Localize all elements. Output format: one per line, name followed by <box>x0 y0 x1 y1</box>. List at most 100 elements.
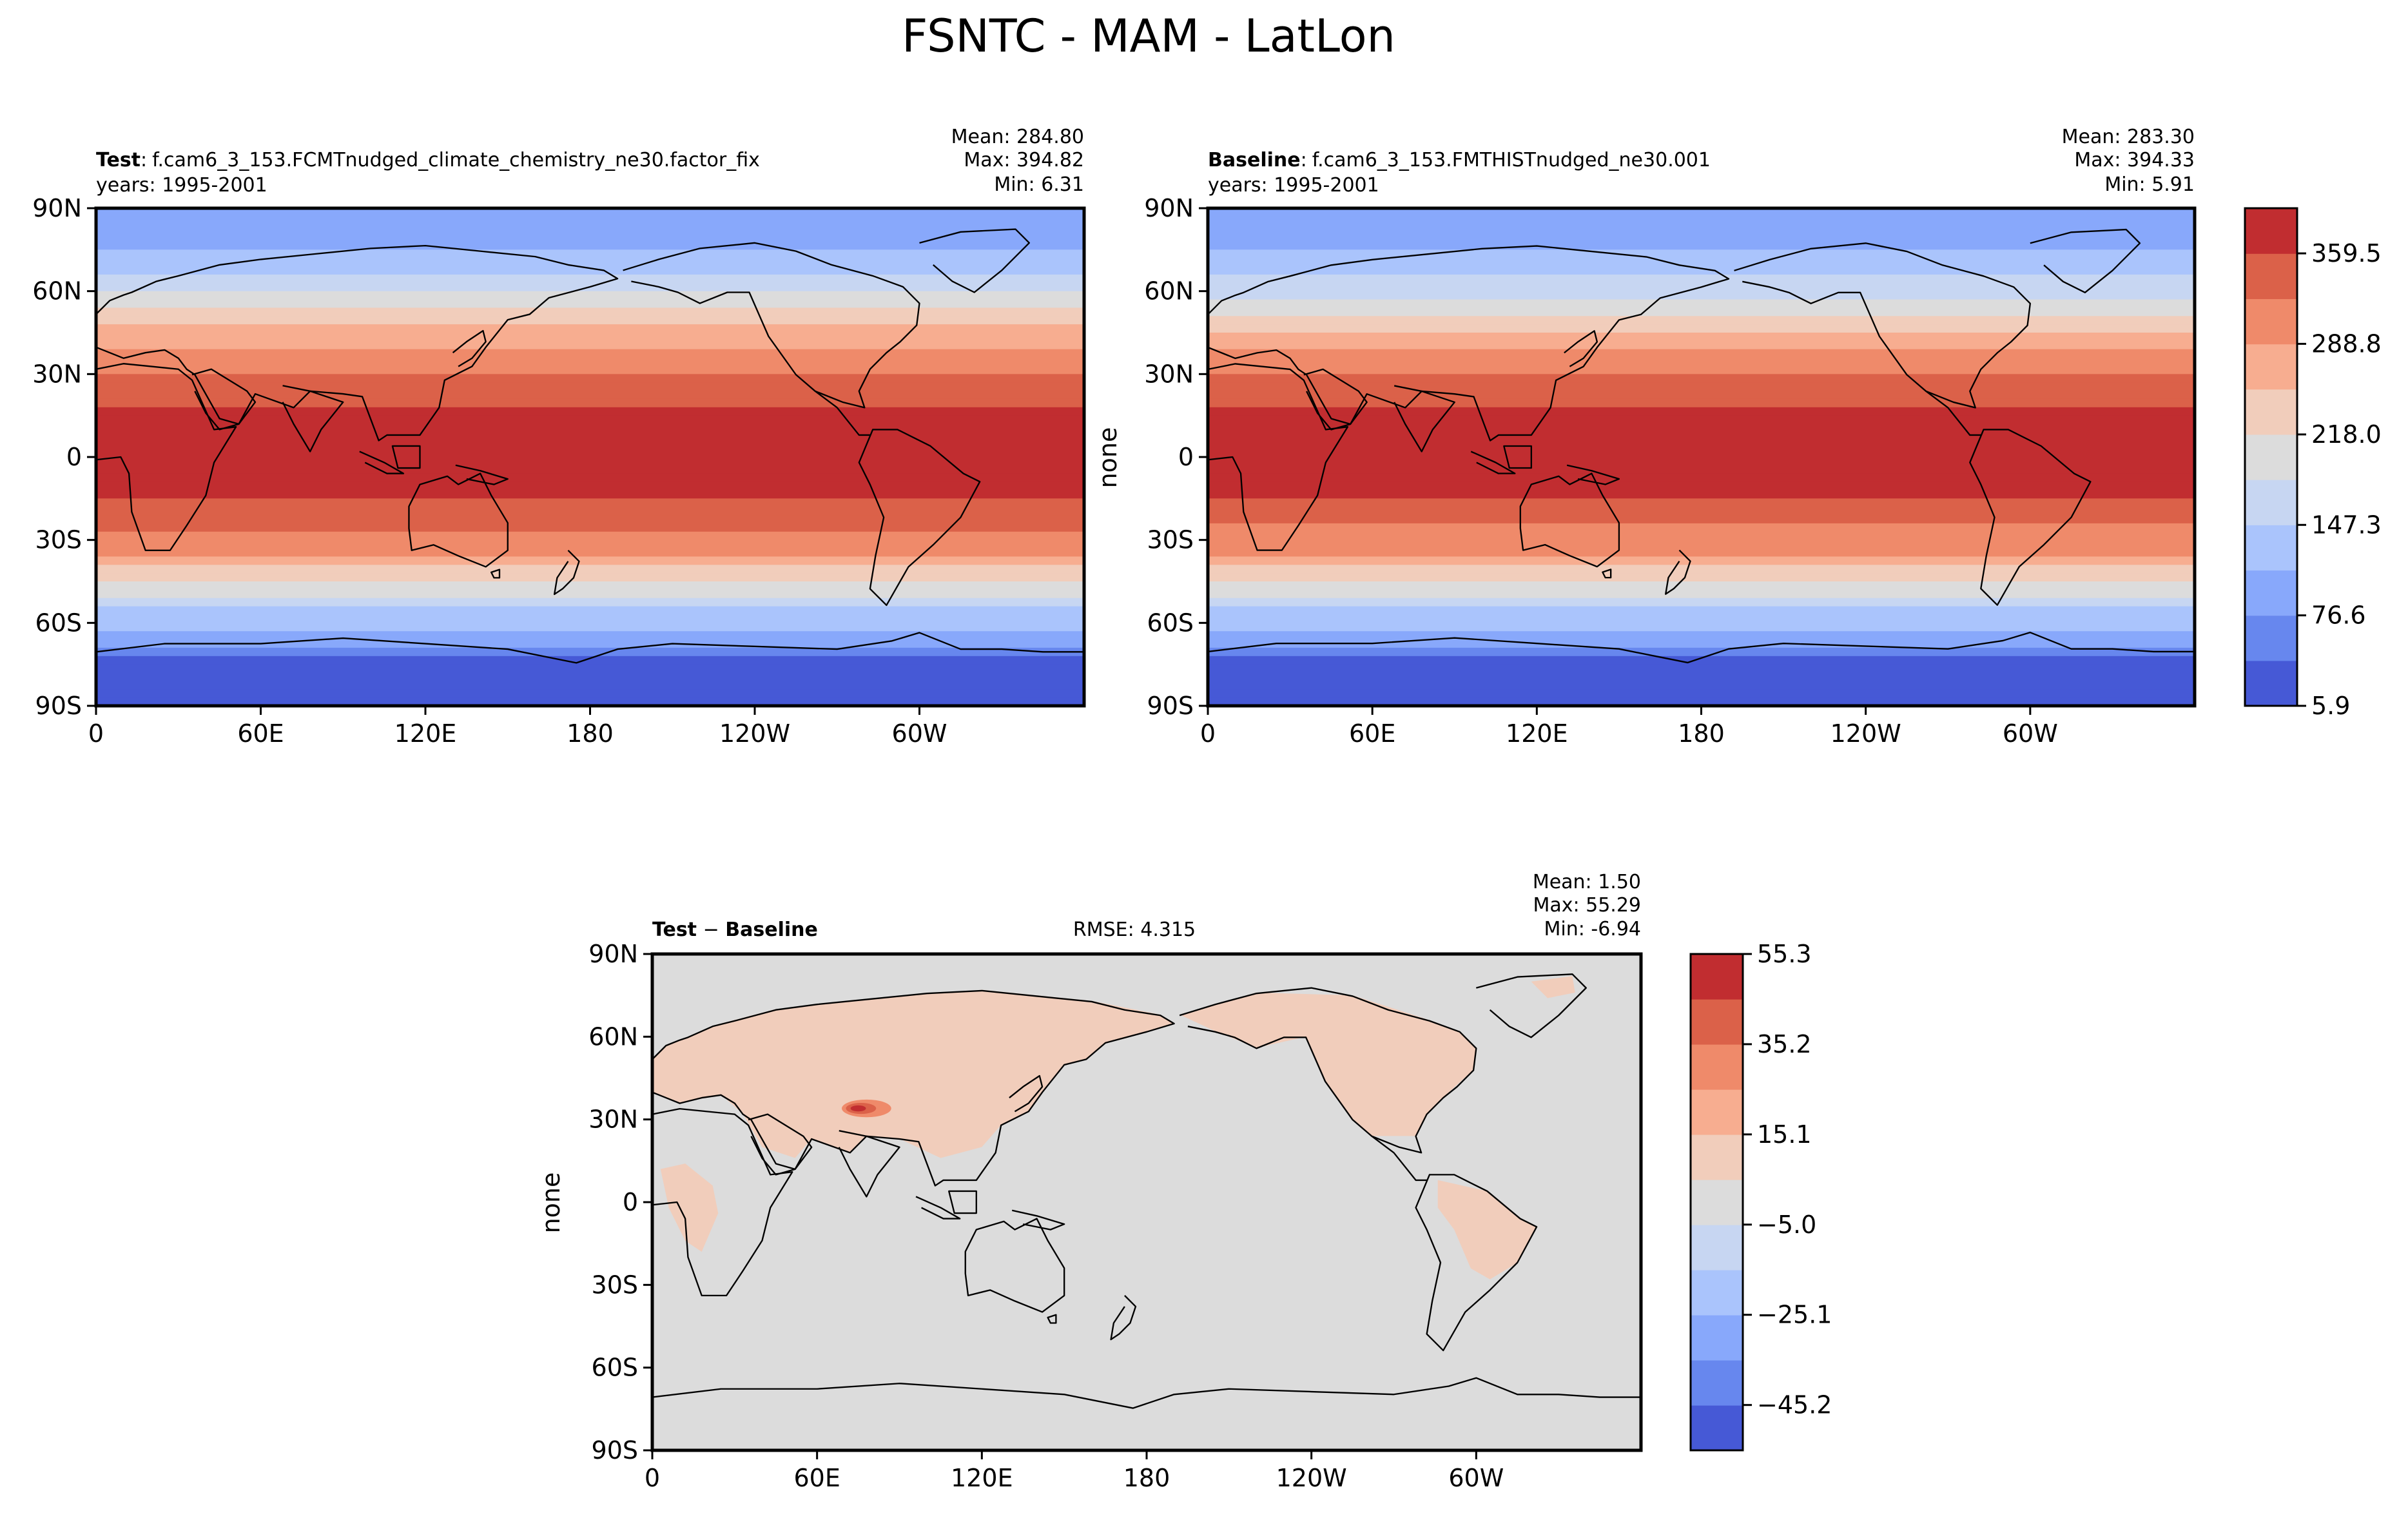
diff-colorbar-ticks: 55.3 35.2 15.1 −5.0 −25.1 −45.2 <box>1743 940 1832 1419</box>
baseline-band <box>1208 681 2195 690</box>
main-colorbar-band <box>2245 525 2297 571</box>
baseline-band <box>1208 465 2195 474</box>
test-lat-tick-label: 60S <box>35 608 82 637</box>
main-colorbar: 359.5 288.8 218.0 147.3 76.6 5.9 <box>2244 207 2382 720</box>
diff-colorbar-bands <box>1691 954 1743 1451</box>
test-lat-tick-label: 90S <box>35 692 82 720</box>
main-colorbar-tick-label: 218.0 <box>2311 420 2382 449</box>
main-colorbar-band <box>2245 208 2297 254</box>
test-lat-tick-label: 30N <box>32 360 82 388</box>
diff-ylabel: none <box>537 1173 565 1234</box>
baseline-band <box>1208 432 2195 442</box>
baseline-band <box>1208 208 2195 217</box>
diff-max: Max: 55.29 <box>1533 894 1641 917</box>
main-colorbar-band <box>2245 344 2297 390</box>
test-band <box>96 316 1084 325</box>
baseline-band <box>1208 523 2195 532</box>
test-band <box>96 398 1084 408</box>
diff-colorbar-tick-label: −25.1 <box>1757 1301 1832 1329</box>
baseline-band <box>1208 233 2195 242</box>
diff-colorbar-tick-label: −5.0 <box>1757 1211 1816 1239</box>
test-band <box>96 473 1084 483</box>
main-colorbar-tick-label: 5.9 <box>2311 692 2350 720</box>
test-band <box>96 407 1084 416</box>
diff-colorbar-band <box>1691 1180 1743 1225</box>
test-band <box>96 515 1084 524</box>
test-lon-tick-label: 120E <box>394 719 457 748</box>
baseline-band <box>1208 423 2195 433</box>
test-band <box>96 598 1084 607</box>
baseline-band <box>1208 689 2195 698</box>
baseline-lat-tick-label: 90S <box>1147 692 1194 720</box>
baseline-min: Min: 5.91 <box>2104 173 2195 196</box>
diff-colorbar-band <box>1691 1225 1743 1270</box>
test-band <box>96 365 1084 375</box>
test-band <box>96 449 1084 458</box>
diff-colorbar-band <box>1691 954 1743 1000</box>
baseline-map-panel: Baseline: f.cam6_3_153.FMTHISTnudged_ne30… <box>1094 126 2197 748</box>
test-band <box>96 457 1084 466</box>
diff-colorbar-band <box>1691 999 1743 1045</box>
test-lon-tick-label: 60E <box>237 719 284 748</box>
diff-lon-tick-label: 0 <box>645 1464 660 1492</box>
test-band <box>96 689 1084 698</box>
main-colorbar-band <box>2245 480 2297 525</box>
test-band <box>96 482 1084 491</box>
diff-land-anomaly <box>652 976 1575 1280</box>
test-panel-label-bold: Test <box>96 149 141 171</box>
diff-land-region <box>660 1163 719 1252</box>
diff-map-panel: Test − Baseline RMSE: 4.315 Mean: 1.50 M… <box>537 871 1643 1492</box>
test-band <box>96 498 1084 507</box>
test-band <box>96 606 1084 616</box>
baseline-lat-tick-label: 90N <box>1144 194 1194 222</box>
diff-label-test: Test <box>652 919 697 941</box>
test-band <box>96 548 1084 558</box>
diff-colorbar-frame <box>1689 953 1744 1452</box>
baseline-band <box>1208 258 2195 267</box>
diff-mean: Mean: 1.50 <box>1533 871 1641 893</box>
main-colorbar-band <box>2245 253 2297 299</box>
baseline-band <box>1208 664 2195 674</box>
figure-title: FSNTC - MAM - LatLon <box>902 10 1395 63</box>
baseline-band <box>1208 573 2195 582</box>
diff-colorbar-tick-label: −45.2 <box>1757 1391 1832 1419</box>
diff-colorbar-tick-label: 35.2 <box>1757 1030 1812 1058</box>
test-lat-tick-label: 0 <box>66 443 82 471</box>
baseline-band <box>1208 224 2195 234</box>
test-band <box>96 299 1084 309</box>
test-years: years: 1995-2001 <box>96 174 267 197</box>
test-lon-tick-label: 0 <box>88 719 104 748</box>
baseline-lon-tick-label: 120E <box>1506 719 1568 748</box>
test-band <box>96 208 1084 217</box>
baseline-band <box>1208 457 2195 466</box>
diff-colorbar-tick-label: 55.3 <box>1757 940 1812 968</box>
diff-land-region <box>1180 992 1477 1136</box>
test-band <box>96 233 1084 242</box>
diff-label-minus: − <box>697 919 725 941</box>
main-colorbar-frame <box>2244 207 2298 707</box>
diff-lat-tick-label: 90N <box>588 940 638 968</box>
baseline-band <box>1208 507 2195 516</box>
test-band <box>96 307 1084 317</box>
test-map-panel: Test: f.cam6_3_153.FCMTnudged_climate_che… <box>32 126 1086 748</box>
test-band <box>96 224 1084 234</box>
diff-colorbar-band <box>1691 1089 1743 1135</box>
test-band <box>96 266 1084 275</box>
baseline-band <box>1208 398 2195 408</box>
test-band <box>96 639 1084 648</box>
diff-hotspot-core <box>850 1105 866 1112</box>
baseline-band <box>1208 515 2195 524</box>
test-band <box>96 507 1084 516</box>
test-band <box>96 490 1084 500</box>
baseline-band <box>1208 241 2195 251</box>
baseline-lat-tick-label: 30S <box>1147 526 1194 554</box>
main-colorbar-tick-label: 147.3 <box>2311 511 2382 539</box>
baseline-band <box>1208 307 2195 317</box>
baseline-band <box>1208 365 2195 375</box>
main-colorbar-tick-label: 288.8 <box>2311 329 2382 358</box>
baseline-band <box>1208 449 2195 458</box>
test-band <box>96 565 1084 574</box>
baseline-band <box>1208 357 2195 367</box>
baseline-band <box>1208 482 2195 491</box>
